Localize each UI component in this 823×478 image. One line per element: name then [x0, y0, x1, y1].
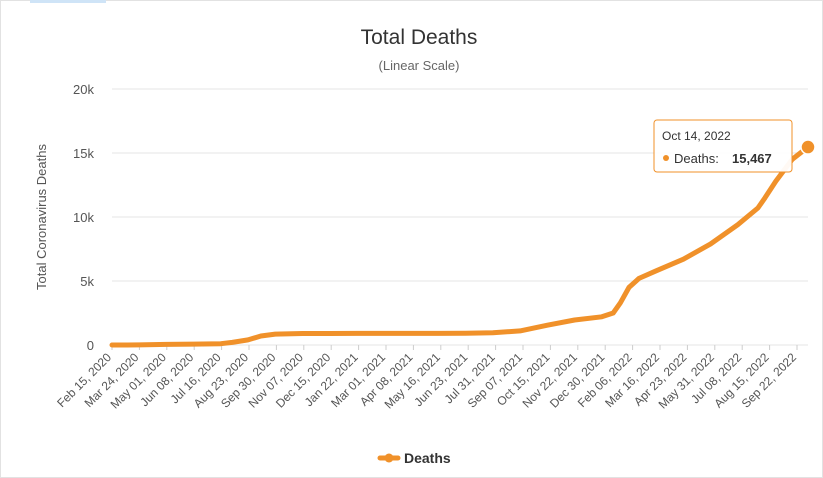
tooltip-date: Oct 14, 2022	[662, 129, 731, 143]
hover-point[interactable]	[800, 139, 816, 155]
tooltip-value: 15,467	[732, 151, 772, 166]
series-line-deaths[interactable]	[109, 144, 811, 348]
chart-title: Total Deaths	[361, 26, 478, 49]
legend[interactable]: Deaths	[377, 450, 451, 466]
series-group	[109, 139, 816, 348]
legend-marker-icon	[384, 453, 394, 463]
y-tick-label: 15k	[73, 146, 94, 161]
y-tick-label: 10k	[73, 210, 94, 225]
chart-subtitle: (Linear Scale)	[379, 58, 460, 73]
tooltip-box	[653, 119, 793, 173]
y-axis-label: Total Coronavirus Deaths	[34, 144, 49, 290]
corner-tab	[30, 0, 106, 3]
y-tick-label: 20k	[73, 82, 94, 97]
y-tick-label: 0	[87, 338, 94, 353]
y-axis-ticks: 0 5k 10k 15k 20k	[73, 82, 94, 353]
tooltip-bullet-icon	[663, 155, 669, 161]
y-tick-label: 5k	[80, 274, 94, 289]
legend-label-deaths: Deaths	[404, 450, 451, 466]
tooltip: Oct 14, 2022 Deaths: 15,467	[653, 119, 793, 173]
tooltip-label: Deaths:	[674, 151, 719, 166]
